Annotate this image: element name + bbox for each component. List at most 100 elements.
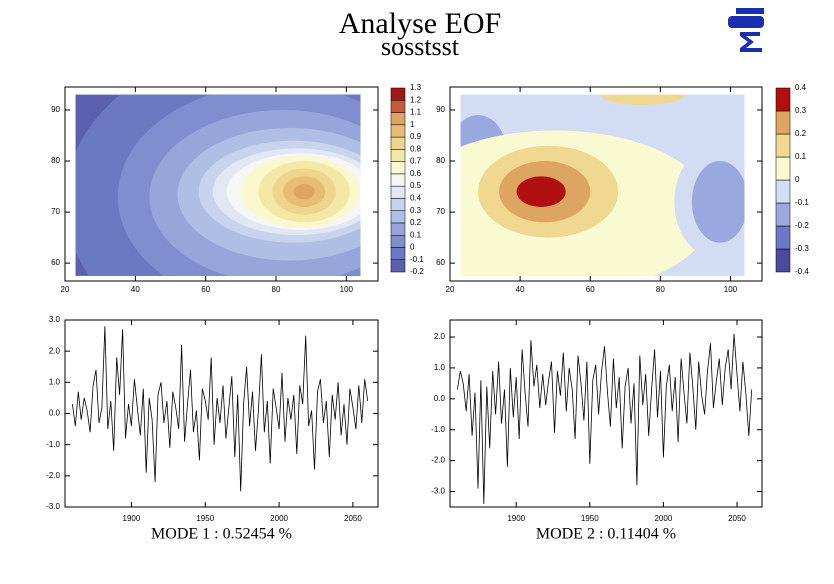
- subtitle: sosstsst: [381, 32, 460, 61]
- colorbar-label: 0.2: [410, 218, 422, 227]
- colorbar-box: [390, 198, 406, 211]
- x-tick-label: 60: [586, 285, 595, 294]
- y-tick-label: 90: [436, 105, 445, 114]
- series-line: [457, 333, 753, 504]
- colorbar-label: 0.6: [410, 169, 422, 178]
- colorbar-label: 0.8: [410, 144, 422, 153]
- colorbar-box: [775, 202, 791, 227]
- y-tick-label: 70: [51, 207, 60, 216]
- y-tick-label: -3.0: [46, 502, 60, 511]
- colorbar-label: -0.2: [795, 221, 809, 230]
- colorbar-box: [390, 100, 406, 113]
- colorbar-box: [390, 234, 406, 248]
- y-tick-label: 60: [51, 258, 60, 267]
- contour-region: [516, 176, 566, 207]
- colorbar-box: [390, 222, 406, 236]
- x-tick-label: 20: [61, 285, 70, 294]
- x-tick-label: 60: [201, 285, 210, 294]
- colorbar-label: 0.3: [410, 206, 422, 215]
- colorbar-label: -0.1: [795, 198, 809, 207]
- colorbar-label: 1.3: [410, 83, 422, 92]
- colorbar-label: 0.1: [795, 152, 807, 161]
- logo-bar: [736, 8, 764, 14]
- y-tick-label: -2.0: [431, 456, 445, 465]
- y-tick-label: -2.0: [46, 471, 60, 480]
- colorbar-label: 0.4: [795, 83, 807, 92]
- y-tick-label: -1.0: [431, 425, 445, 434]
- x-tick-label: 80: [656, 285, 665, 294]
- colorbar-label: 0.3: [795, 106, 807, 115]
- x-tick-label: 2000: [654, 514, 672, 523]
- x-tick-label: 40: [516, 285, 525, 294]
- x-axis-label: MODE 1 : 0.52454 %: [151, 526, 292, 543]
- colorbar-label: 0.1: [410, 230, 422, 239]
- y-tick-label: 60: [436, 258, 445, 267]
- x-tick-label: 40: [131, 285, 140, 294]
- colorbar-box: [390, 210, 406, 224]
- contour-region: [691, 161, 745, 243]
- y-tick-label: 0.0: [49, 409, 61, 418]
- x-tick-label: 1950: [581, 514, 599, 523]
- x-tick-label: 2050: [728, 514, 746, 523]
- colorbar-label: 1.1: [410, 108, 422, 117]
- colorbar-box: [390, 112, 406, 126]
- x-tick-label: 2000: [270, 514, 288, 523]
- x-tick-label: 100: [724, 285, 738, 294]
- y-tick-label: 3.0: [49, 315, 61, 324]
- colorbar-box: [390, 87, 406, 101]
- colorbar-box: [775, 225, 791, 250]
- contour-field: [75, 94, 361, 276]
- x-tick-label: 1900: [507, 514, 525, 523]
- logo-sigma: [740, 32, 762, 52]
- y-tick-label: -3.0: [431, 487, 445, 496]
- logo-band: [728, 16, 764, 28]
- y-tick-label: 80: [436, 156, 445, 165]
- colorbar-label: 0: [410, 243, 415, 252]
- plot-frame: [64, 86, 379, 282]
- logo: [728, 8, 764, 52]
- colorbar-box: [775, 156, 791, 181]
- x-axis-label: MODE 2 : 0.11404 %: [536, 526, 676, 543]
- colorbar-box: [390, 136, 406, 150]
- colorbar-label: -0.2: [410, 267, 424, 276]
- series-line: [72, 326, 369, 492]
- x-tick-label: 1950: [196, 514, 214, 523]
- colorbar-box: [390, 124, 406, 138]
- y-tick-label: -1.0: [46, 440, 60, 449]
- colorbar-label: 0.9: [410, 132, 422, 141]
- colorbar-box: [390, 173, 406, 187]
- colorbar-box: [390, 161, 406, 175]
- contour-region: [293, 184, 315, 200]
- x-tick-label: 20: [446, 285, 455, 294]
- y-tick-label: 2.0: [434, 332, 446, 341]
- colorbar-box: [390, 259, 406, 273]
- contour-region: [600, 94, 685, 105]
- colorbar-box: [775, 248, 791, 273]
- x-tick-label: 100: [340, 285, 354, 294]
- y-tick-label: 1.0: [434, 363, 446, 372]
- colorbar-box: [775, 87, 791, 112]
- colorbar-label: -0.3: [795, 244, 809, 253]
- y-tick-label: 80: [51, 156, 60, 165]
- colorbar-label: -0.1: [410, 255, 424, 264]
- colorbar-box: [390, 247, 406, 260]
- colorbar-box: [775, 133, 791, 158]
- x-tick-label: 1900: [123, 514, 141, 523]
- colorbar-box: [390, 185, 406, 199]
- colorbar-label: 1.2: [410, 95, 422, 104]
- colorbar-label: 0.5: [410, 181, 422, 190]
- title: Analyse EOF: [339, 7, 501, 40]
- y-tick-label: 90: [51, 105, 60, 114]
- y-tick-label: 0.0: [434, 394, 446, 403]
- colorbar-label: 0.2: [795, 129, 807, 138]
- contour-field: [460, 94, 745, 276]
- colorbar-label: 0.4: [410, 194, 422, 203]
- colorbar-label: 0.7: [410, 157, 422, 166]
- y-tick-label: 2.0: [49, 346, 61, 355]
- colorbar-box: [390, 149, 406, 162]
- y-tick-label: 70: [436, 207, 445, 216]
- x-tick-label: 80: [272, 285, 281, 294]
- colorbar-label: 1: [410, 120, 415, 129]
- colorbar-box: [775, 179, 791, 204]
